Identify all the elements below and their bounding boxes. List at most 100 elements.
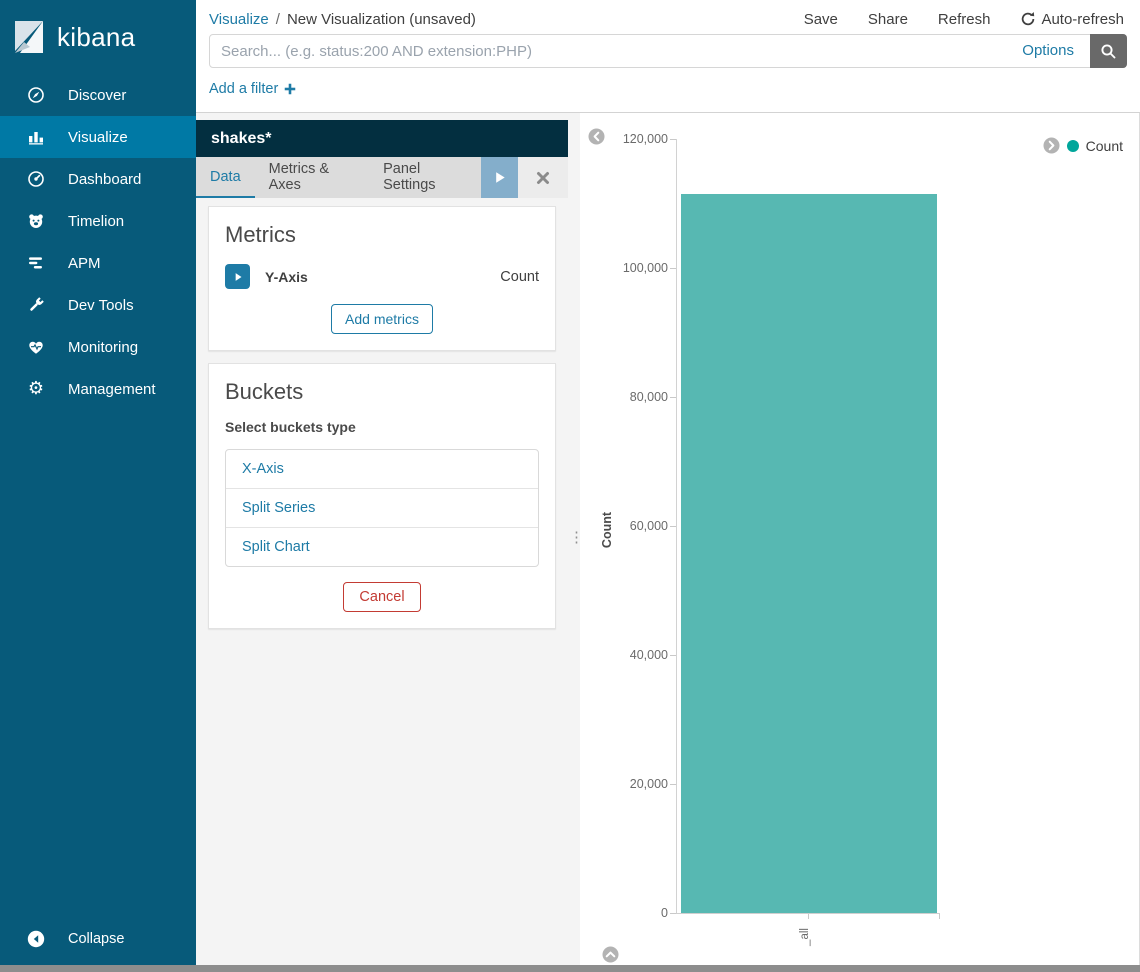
x-axis-line — [676, 913, 940, 914]
sidebar-item-dev-tools[interactable]: Dev Tools — [0, 284, 196, 326]
search-bar: Options — [209, 34, 1127, 70]
y-tick-label: 100,000 — [622, 261, 668, 275]
tab-metrics-axes[interactable]: Metrics & Axes — [268, 160, 330, 193]
panel-resizer-handle[interactable]: ⋮ — [569, 529, 584, 546]
y-tick-mark — [670, 913, 676, 914]
metric-row-y-axis: Y-Axis Count — [225, 264, 539, 289]
sidebar-item-visualize[interactable]: Visualize — [0, 116, 196, 158]
sidebar-item-label: APM — [68, 254, 101, 272]
bucket-option-split-chart[interactable]: Split Chart — [226, 527, 538, 566]
compass-icon — [27, 86, 45, 104]
filter-bar: Add a filter — [196, 70, 1140, 97]
collapse-editor-button[interactable] — [588, 128, 605, 145]
tab-panel-settings[interactable]: Panel Settings — [383, 160, 436, 193]
chart-panel: Count 120,000 100,000 80,000 60,000 40,0… — [580, 113, 1140, 965]
x-category-label: _all — [798, 928, 811, 946]
sidebar-item-apm[interactable]: APM — [0, 242, 196, 284]
tab-data[interactable]: Data — [196, 157, 255, 198]
sidebar-item-discover[interactable]: Discover — [0, 74, 196, 116]
save-button[interactable]: Save — [803, 10, 838, 28]
add-filter-button[interactable]: Add a filter — [209, 81, 296, 97]
y-axis-title: Count — [600, 511, 614, 549]
y-tick-mark — [670, 784, 676, 785]
kibana-logo[interactable]: kibana — [0, 0, 196, 72]
index-pattern-header: shakes* — [196, 120, 568, 157]
bucket-option-split-series[interactable]: Split Series — [226, 488, 538, 527]
y-tick-mark — [670, 139, 676, 140]
bar[interactable] — [681, 194, 937, 913]
plus-icon — [285, 83, 296, 95]
y-tick-label: 0 — [661, 906, 668, 920]
chart-legend: Count — [1043, 137, 1123, 154]
horizontal-scrollbar[interactable] — [0, 965, 1140, 972]
collapse-icon — [27, 930, 45, 948]
legend-series-label[interactable]: Count — [1085, 137, 1123, 154]
sidebar-item-management[interactable]: ⚙ Management — [0, 368, 196, 410]
metrics-card: Metrics Y-Axis Count Add metrics — [208, 206, 556, 351]
y-tick-label: 120,000 — [622, 132, 668, 146]
heartbeat-icon — [27, 338, 45, 356]
chevron-left-circle-icon — [588, 128, 605, 145]
options-link[interactable]: Options — [1022, 42, 1074, 59]
buckets-subheading: Select buckets type — [225, 419, 356, 435]
breadcrumb-separator: / — [275, 10, 280, 28]
play-icon — [496, 172, 505, 183]
share-button[interactable]: Share — [867, 10, 908, 28]
top-header: Visualize / New Visualization (unsaved) … — [196, 0, 1140, 113]
collapse-button[interactable]: Collapse — [0, 921, 196, 957]
y-tick-mark — [670, 397, 676, 398]
sidebar-item-label: Discover — [68, 86, 127, 104]
y-tick-mark — [670, 526, 676, 527]
wrench-icon — [27, 296, 45, 314]
search-button[interactable] — [1090, 34, 1127, 68]
gear-icon: ⚙ — [27, 378, 45, 399]
auto-refresh-label: Auto-refresh — [1041, 10, 1124, 28]
sidebar-item-label: Dev Tools — [68, 296, 134, 314]
y-tick-label: 80,000 — [629, 390, 668, 404]
add-metrics-button[interactable]: Add metrics — [331, 304, 433, 334]
sidebar: kibana Discover Visualize Dashboard Time… — [0, 0, 196, 965]
expand-metric-button[interactable] — [225, 264, 250, 289]
sidebar-item-label: Dashboard — [68, 170, 142, 188]
refresh-button[interactable]: Refresh — [937, 10, 991, 28]
sidebar-item-timelion[interactable]: Timelion — [0, 200, 196, 242]
add-filter-label: Add a filter — [209, 81, 279, 97]
scroll-top-button[interactable] — [602, 946, 619, 963]
collapse-label: Collapse — [68, 931, 125, 947]
sidebar-item-label: Timelion — [68, 212, 125, 230]
chevron-right-icon — [235, 272, 241, 281]
bucket-option-x-axis[interactable]: X-Axis — [242, 461, 284, 477]
bucket-type-list: X-Axis Split Series Split Chart — [225, 449, 539, 567]
sidebar-item-label: Visualize — [68, 128, 128, 146]
gauge-icon — [27, 170, 45, 188]
apply-changes-button[interactable] — [481, 157, 518, 198]
metrics-heading: Metrics — [225, 222, 296, 247]
buckets-card: Buckets Select buckets type X-Axis Split… — [208, 363, 556, 629]
chevron-right-circle-icon — [1043, 137, 1060, 154]
editor-tabs: Data Metrics & Axes Panel Settings — [196, 157, 568, 198]
discard-changes-button[interactable] — [517, 157, 568, 198]
breadcrumb-section-link[interactable]: Visualize — [209, 10, 269, 28]
sidebar-item-monitoring[interactable]: Monitoring — [0, 326, 196, 368]
cancel-button[interactable]: Cancel — [343, 582, 421, 612]
refresh-cycle-icon — [1022, 11, 1035, 26]
bear-icon — [27, 212, 45, 230]
y-axis-line — [676, 139, 677, 914]
vis-editor-panel: shakes* Data Metrics & Axes Panel Settin… — [196, 113, 584, 965]
legend-series-dot[interactable] — [1066, 139, 1079, 152]
lines-icon — [27, 254, 45, 272]
sidebar-item-label: Management — [68, 380, 156, 398]
search-icon — [1101, 43, 1116, 58]
sidebar-nav: Discover Visualize Dashboard Timelion AP… — [0, 74, 196, 410]
legend-toggle-button[interactable] — [1043, 137, 1060, 154]
auto-refresh-button[interactable]: Auto-refresh — [1020, 11, 1124, 28]
chevron-up-circle-icon — [602, 946, 619, 963]
y-tick-mark — [670, 655, 676, 656]
y-tick-mark — [670, 268, 676, 269]
close-icon — [536, 171, 549, 184]
sidebar-item-dashboard[interactable]: Dashboard — [0, 158, 196, 200]
logo-text: kibana — [57, 21, 136, 52]
y-tick-label: 20,000 — [629, 777, 668, 791]
search-input[interactable] — [209, 34, 1127, 68]
breadcrumb: Visualize / New Visualization (unsaved) … — [196, 0, 1140, 30]
